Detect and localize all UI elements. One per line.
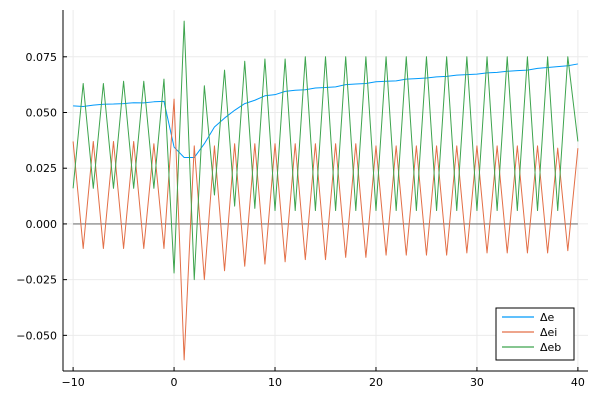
x-tick-label: 20 xyxy=(369,376,383,389)
legend: Δe Δei Δeb xyxy=(495,307,575,361)
series-line-0 xyxy=(73,63,578,159)
x-tick-label: 30 xyxy=(470,376,484,389)
y-tick-label: 0.075 xyxy=(26,51,58,64)
series-line-2 xyxy=(72,20,579,281)
legend-box xyxy=(495,307,575,361)
y-tick-label: −0.050 xyxy=(16,329,57,342)
x-tick-label: 0 xyxy=(171,376,178,389)
x-tick-label: −10 xyxy=(61,376,84,389)
y-tick-label: 0.050 xyxy=(26,107,58,120)
y-tick-label: 0.000 xyxy=(26,218,58,231)
y-tick-label: −0.025 xyxy=(16,274,57,287)
x-tick-label: 40 xyxy=(571,376,585,389)
legend-label-0: Δe xyxy=(540,311,555,324)
series-line-1 xyxy=(72,98,579,361)
y-tick-label: 0.025 xyxy=(26,162,58,175)
x-tick-label: 10 xyxy=(268,376,282,389)
legend-label-2: Δeb xyxy=(540,341,561,354)
legend-label-1: Δei xyxy=(540,326,557,339)
series-layer xyxy=(72,20,579,361)
axes: −10 0 10 20 30 40 −0.050 −0.025 0.000 0.025 0.050 0… xyxy=(16,10,588,389)
